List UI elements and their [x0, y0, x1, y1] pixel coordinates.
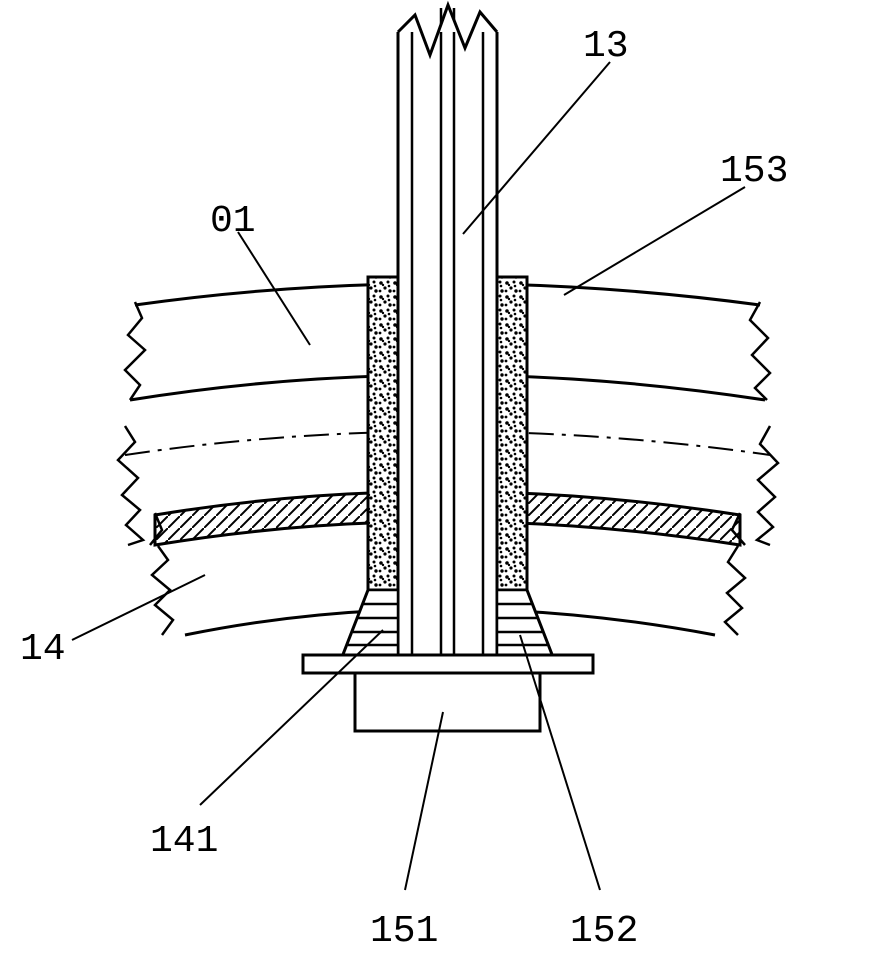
label-151: 151: [370, 910, 438, 953]
label-01: 01: [210, 200, 256, 243]
flange-assembly: [303, 655, 593, 731]
label-153: 153: [720, 150, 788, 193]
label-13: 13: [583, 25, 629, 68]
technical-diagram: 13 153 01 14 141 151 152: [0, 0, 871, 942]
label-14: 14: [20, 628, 66, 671]
label-141: 141: [150, 820, 218, 863]
label-152: 152: [570, 910, 638, 953]
